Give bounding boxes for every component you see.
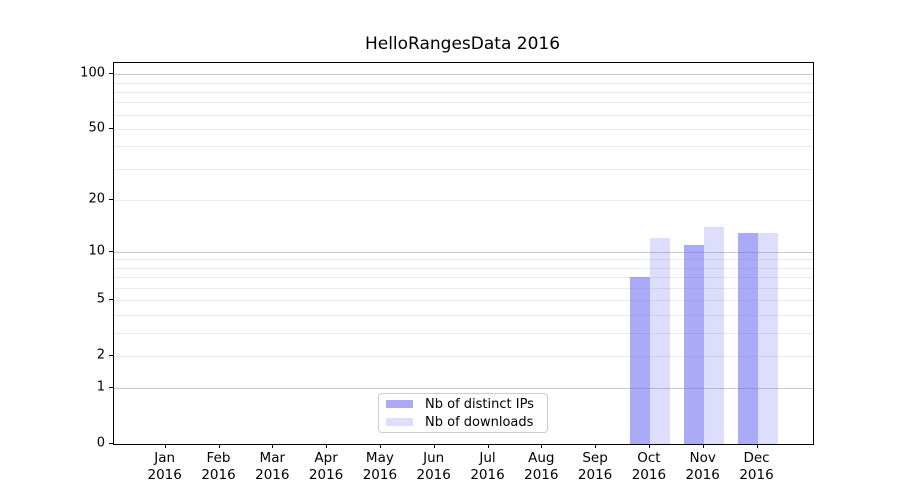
gridline-8 bbox=[114, 267, 813, 269]
x-tick-mark-may bbox=[379, 444, 381, 448]
bar-downloads-nov bbox=[703, 226, 724, 444]
x-tick-mark-sep bbox=[595, 444, 597, 448]
legend-swatch-downloads bbox=[386, 418, 413, 426]
legend: Nb of distinct IPs Nb of downloads bbox=[378, 393, 548, 433]
x-tick-label-mar: Mar 2016 bbox=[255, 450, 290, 483]
x-tick-label-may: May 2016 bbox=[362, 450, 398, 483]
gridline-5 bbox=[114, 300, 813, 302]
x-tick-mark-apr bbox=[326, 444, 328, 448]
legend-label-downloads: Nb of downloads bbox=[425, 414, 534, 430]
x-tick-mark-feb bbox=[218, 444, 220, 448]
gridline-2 bbox=[114, 355, 813, 357]
x-tick-label-apr: Apr 2016 bbox=[308, 450, 344, 483]
x-tick-mark-jan bbox=[164, 444, 166, 448]
gridline-1 bbox=[114, 388, 813, 390]
x-tick-mark-nov bbox=[702, 444, 704, 448]
legend-label-distinct-ips: Nb of distinct IPs bbox=[425, 396, 534, 412]
gridline-60 bbox=[114, 114, 813, 116]
y-tick-label-50: 50 bbox=[88, 120, 105, 136]
y-tick-mark-20 bbox=[109, 199, 113, 200]
x-tick-mark-jul bbox=[487, 444, 489, 448]
x-tick-label-nov: Nov 2016 bbox=[685, 450, 720, 483]
y-tick-label-20: 20 bbox=[88, 191, 105, 207]
bar-downloads-dec bbox=[757, 232, 778, 444]
legend-item-distinct-ips: Nb of distinct IPs bbox=[386, 396, 540, 412]
gridline-90 bbox=[114, 82, 813, 84]
gridline-80 bbox=[114, 91, 813, 93]
x-tick-label-feb: Feb 2016 bbox=[201, 450, 236, 483]
legend-swatch-distinct-ips bbox=[386, 400, 413, 408]
y-tick-mark-1 bbox=[109, 387, 113, 389]
bar-downloads-oct bbox=[649, 238, 670, 444]
x-tick-mark-dec bbox=[756, 444, 758, 448]
gridline-100 bbox=[114, 74, 813, 76]
y-tick-mark-100 bbox=[109, 73, 113, 75]
x-tick-label-aug: Aug 2016 bbox=[524, 450, 559, 483]
x-tick-label-oct: Oct 2016 bbox=[631, 450, 667, 483]
y-tick-mark-2 bbox=[109, 354, 113, 356]
chart-title: HelloRangesData 2016 bbox=[364, 34, 561, 54]
y-tick-label-5: 5 bbox=[96, 291, 105, 307]
y-tick-label-0: 0 bbox=[96, 435, 105, 451]
gridline-9 bbox=[114, 259, 813, 261]
gridline-70 bbox=[114, 102, 813, 104]
legend-item-downloads: Nb of downloads bbox=[386, 414, 540, 430]
y-tick-mark-5 bbox=[109, 299, 113, 301]
bar-distinct-ips-oct bbox=[629, 277, 650, 444]
y-tick-label-100: 100 bbox=[80, 65, 105, 81]
bar-distinct-ips-dec bbox=[737, 232, 758, 444]
bar-distinct-ips-nov bbox=[683, 244, 704, 444]
gridline-7 bbox=[114, 277, 813, 279]
y-tick-mark-10 bbox=[109, 250, 113, 252]
x-tick-mark-mar bbox=[272, 444, 274, 448]
gridline-10 bbox=[114, 251, 813, 253]
y-tick-mark-0 bbox=[109, 443, 113, 444]
plot-area bbox=[113, 62, 814, 445]
x-tick-label-sep: Sep 2016 bbox=[577, 450, 613, 483]
gridline-30 bbox=[114, 168, 813, 170]
x-tick-label-dec: Dec 2016 bbox=[739, 450, 774, 483]
x-tick-label-jun: Jun 2016 bbox=[416, 450, 451, 483]
gridline-4 bbox=[114, 315, 813, 316]
gridline-40 bbox=[114, 146, 813, 148]
x-tick-mark-jun bbox=[433, 444, 435, 448]
y-tick-label-10: 10 bbox=[88, 243, 105, 259]
x-tick-label-jan: Jan 2016 bbox=[147, 450, 182, 483]
gridline-20 bbox=[114, 200, 813, 201]
gridline-3 bbox=[114, 332, 813, 334]
gridline-50 bbox=[114, 128, 813, 130]
x-tick-mark-aug bbox=[541, 444, 543, 448]
y-tick-label-1: 1 bbox=[96, 379, 105, 395]
y-tick-mark-50 bbox=[109, 127, 113, 129]
x-tick-label-jul: Jul 2016 bbox=[470, 450, 505, 483]
x-tick-mark-oct bbox=[648, 444, 650, 448]
gridline-6 bbox=[114, 288, 813, 289]
y-tick-label-2: 2 bbox=[96, 347, 105, 363]
